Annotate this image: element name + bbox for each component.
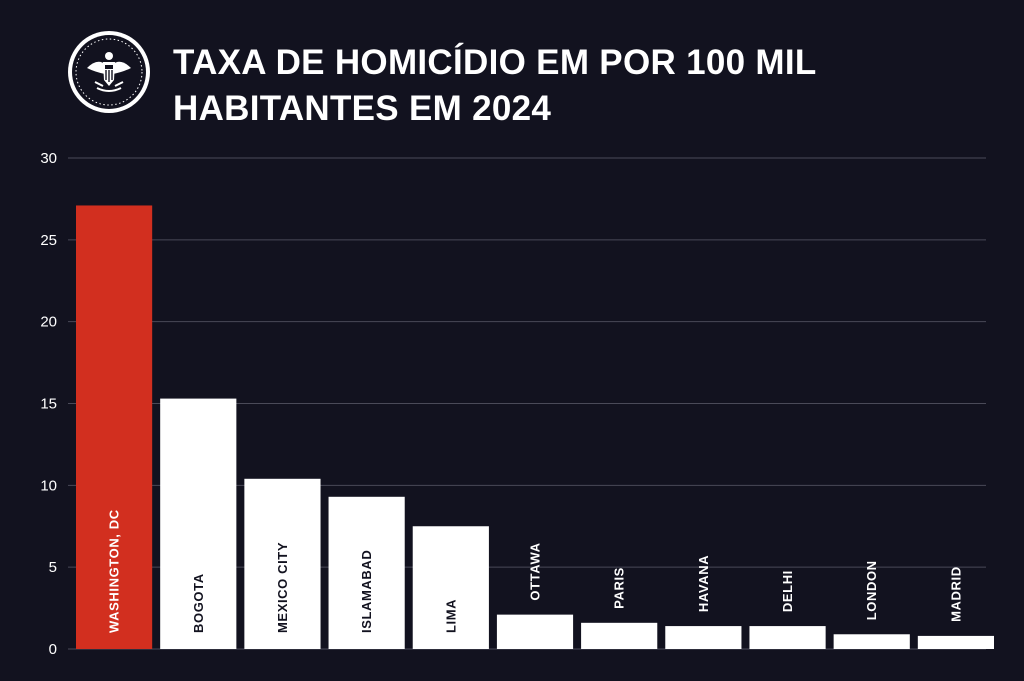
bar-category-label: HAVANA bbox=[696, 555, 711, 612]
y-axis-ticks: 0 5 10 15 20 25 30 bbox=[40, 150, 57, 658]
bar bbox=[412, 526, 489, 649]
bar-category-label: PARIS bbox=[612, 567, 627, 609]
y-tick-label: 20 bbox=[40, 314, 57, 331]
y-tick-label: 0 bbox=[49, 641, 57, 658]
bar bbox=[496, 614, 574, 649]
bar bbox=[328, 496, 405, 649]
bar bbox=[665, 626, 742, 649]
y-tick-label: 30 bbox=[40, 150, 57, 167]
bar-category-label: LONDON bbox=[864, 560, 879, 620]
bars bbox=[76, 205, 994, 650]
bar-category-label: OTTAWA bbox=[528, 542, 543, 600]
bar bbox=[581, 622, 658, 649]
chart-title-line-2: HABITANTES EM 2024 bbox=[173, 89, 552, 128]
bar-category-label: MADRID bbox=[948, 566, 963, 622]
chart-title-line-1: TAXA DE HOMICÍDIO EM POR 100 MIL bbox=[173, 43, 817, 82]
bar bbox=[244, 478, 321, 649]
bar-category-label: ISLAMABAD bbox=[359, 550, 374, 633]
bar bbox=[160, 398, 237, 649]
presidential-seal-icon bbox=[68, 31, 150, 113]
bar-category-label: WASHINGTON, DC bbox=[107, 509, 122, 633]
bar-labels: WASHINGTON, DC BOGOTA MEXICO CITY ISLAMABAD… bbox=[107, 509, 964, 633]
bar bbox=[749, 626, 826, 649]
y-tick-label: 5 bbox=[49, 559, 57, 576]
chart-title: TAXA DE HOMICÍDIO EM POR 100 MIL HABITAN… bbox=[173, 40, 817, 132]
y-tick-label: 15 bbox=[40, 396, 57, 413]
bar-category-label: DELHI bbox=[780, 570, 795, 612]
bar-category-label: LIMA bbox=[443, 599, 458, 633]
bar-category-label: MEXICO CITY bbox=[275, 542, 290, 633]
bar-category-label: BOGOTA bbox=[191, 573, 206, 633]
y-tick-label: 25 bbox=[40, 232, 57, 249]
y-tick-label: 10 bbox=[40, 477, 57, 494]
bar bbox=[833, 634, 910, 649]
bar bbox=[917, 635, 994, 649]
bar bbox=[76, 205, 153, 650]
